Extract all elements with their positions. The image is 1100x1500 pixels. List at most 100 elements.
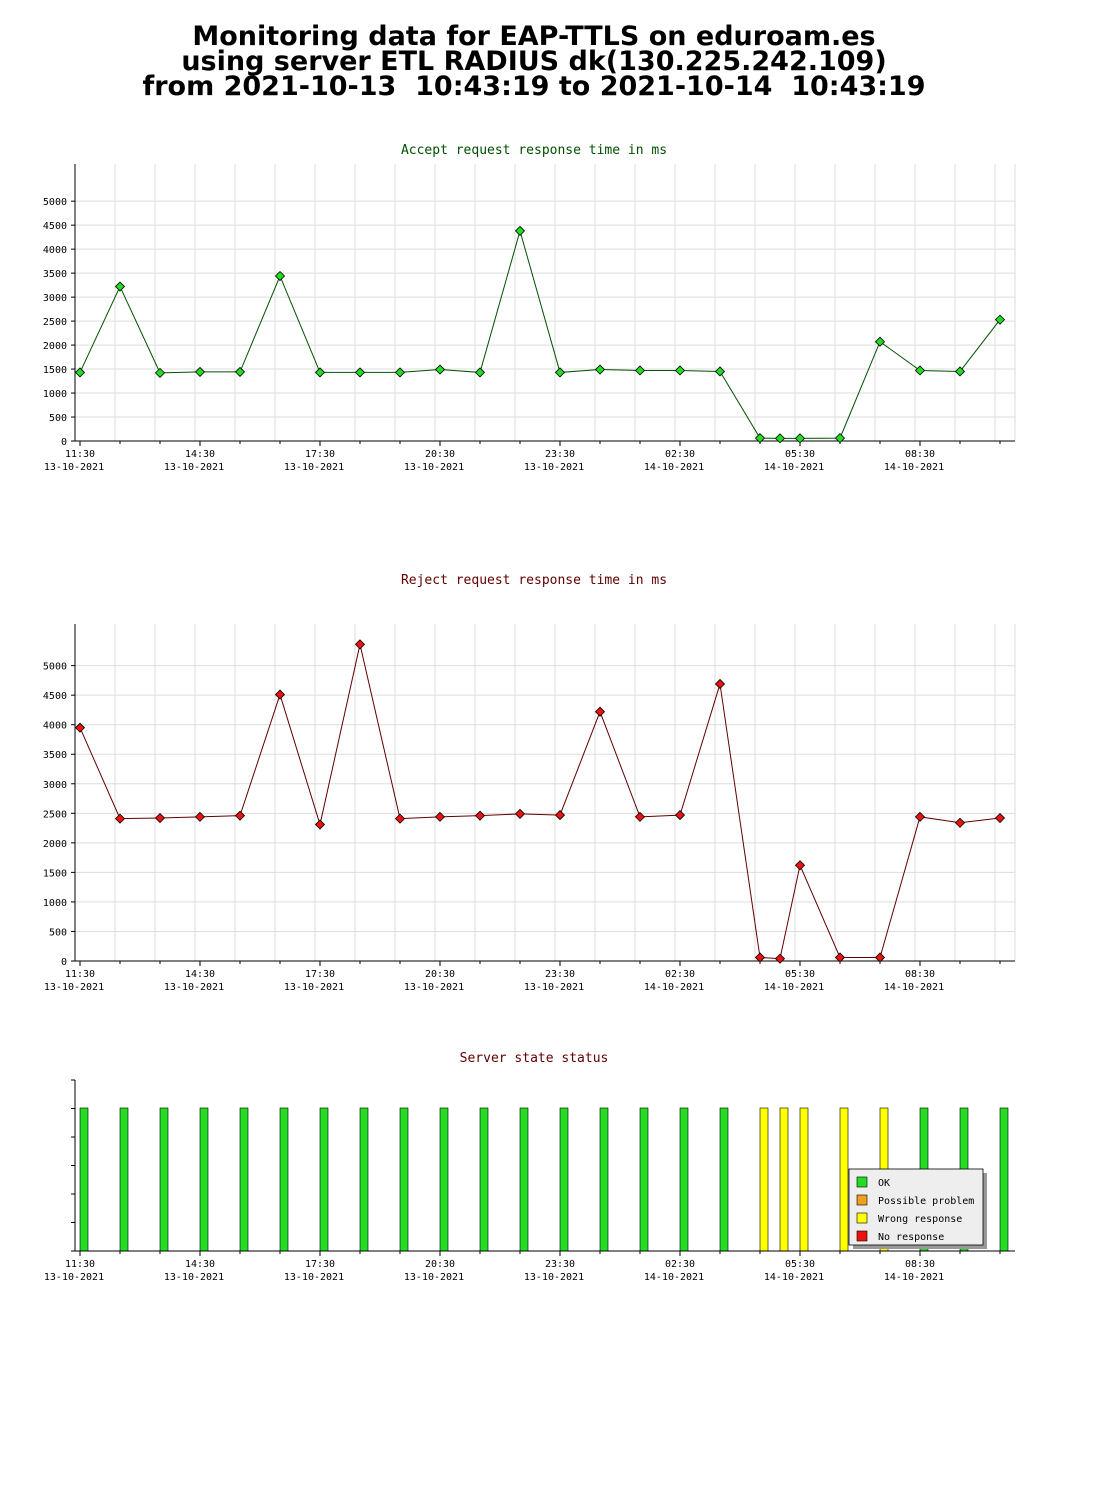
x-tick-date: 13-10-2021 <box>44 1272 104 1283</box>
data-point <box>754 433 766 444</box>
y-tick-label: 0 <box>61 957 67 968</box>
data-point <box>914 811 926 822</box>
status-bar <box>679 1107 689 1252</box>
x-tick-time: 02:30 <box>665 1259 695 1270</box>
title-line-2: using server ETL RADIUS dk(130.225.242.1… <box>181 46 887 77</box>
status-bar <box>779 1107 789 1252</box>
x-tick-date: 13-10-2021 <box>524 1272 584 1283</box>
status-bar <box>319 1107 329 1252</box>
y-tick-label: 4000 <box>43 721 67 732</box>
data-point <box>514 808 526 819</box>
status-bar <box>239 1107 249 1252</box>
y-tick-label: 1500 <box>43 365 67 376</box>
y-tick-label: 500 <box>49 413 67 424</box>
x-tick-date: 13-10-2021 <box>164 1272 224 1283</box>
data-point <box>474 810 486 821</box>
y-tick-label: 3000 <box>43 293 67 304</box>
data-point <box>74 367 86 378</box>
y-tick-label: 5000 <box>43 662 67 673</box>
x-tick-date: 13-10-2021 <box>524 982 584 993</box>
legend-label: Wrong response <box>878 1214 962 1225</box>
data-point <box>794 433 806 444</box>
x-tick-date: 14-10-2021 <box>884 462 944 473</box>
data-point <box>554 810 566 821</box>
status-bar <box>399 1107 409 1252</box>
data-point <box>554 367 566 378</box>
data-point <box>154 812 166 824</box>
status-bar <box>639 1107 649 1252</box>
x-tick-time: 11:30 <box>65 449 95 460</box>
data-point <box>714 678 726 690</box>
y-tick-label: 2500 <box>43 809 67 820</box>
data-point <box>774 433 786 444</box>
data-point <box>394 367 406 378</box>
data-point <box>914 365 926 376</box>
x-tick-date: 13-10-2021 <box>284 1272 344 1283</box>
x-tick-date: 13-10-2021 <box>524 462 584 473</box>
x-tick-date: 14-10-2021 <box>644 982 704 993</box>
page-title: Monitoring data for EAP-TTLS on eduroam.… <box>0 23 1068 102</box>
legend-label: No response <box>878 1232 944 1243</box>
status-bar <box>599 1107 609 1252</box>
y-tick-label: 5000 <box>43 197 67 208</box>
y-tick-label: 4000 <box>43 245 67 256</box>
legend <box>848 1168 984 1246</box>
x-tick-date: 13-10-2021 <box>404 462 464 473</box>
legend-swatch <box>856 1176 868 1188</box>
data-point <box>274 270 286 282</box>
data-point <box>594 364 606 375</box>
data-point <box>994 812 1006 824</box>
x-tick-time: 23:30 <box>545 449 575 460</box>
status-bar <box>479 1107 489 1252</box>
x-tick-date: 13-10-2021 <box>404 1272 464 1283</box>
data-point <box>234 366 246 377</box>
status-bar <box>279 1107 289 1252</box>
x-tick-time: 02:30 <box>665 969 695 980</box>
status-bar <box>839 1107 849 1252</box>
data-point <box>114 281 126 292</box>
data-point <box>714 366 726 377</box>
x-tick-time: 14:30 <box>185 449 215 460</box>
x-tick-date: 13-10-2021 <box>404 982 464 993</box>
status-bar <box>439 1107 449 1252</box>
y-tick-label: 500 <box>49 927 67 938</box>
x-tick-date: 13-10-2021 <box>44 462 104 473</box>
x-tick-time: 02:30 <box>665 449 695 460</box>
data-point <box>354 367 366 378</box>
x-tick-time: 05:30 <box>785 969 815 980</box>
data-point <box>394 813 406 824</box>
x-tick-time: 20:30 <box>425 969 455 980</box>
status-bar <box>999 1107 1009 1252</box>
y-tick-label: 3000 <box>43 780 67 791</box>
data-point <box>514 225 526 236</box>
x-tick-time: 14:30 <box>185 1259 215 1270</box>
reject-response-chart: Reject request response time in ms 0 500 1… <box>43 573 1016 993</box>
data-point <box>874 952 886 963</box>
data-point <box>674 365 686 376</box>
data-point <box>754 952 766 963</box>
legend-swatch <box>856 1230 868 1242</box>
data-point <box>354 639 366 650</box>
y-tick-label: 2000 <box>43 839 67 850</box>
x-tick-date: 14-10-2021 <box>764 982 824 993</box>
y-tick-label: 4500 <box>43 221 67 232</box>
x-tick-time: 14:30 <box>185 969 215 980</box>
legend-swatch <box>856 1194 868 1206</box>
y-tick-label: 1500 <box>43 868 67 879</box>
data-point <box>154 367 166 378</box>
x-tick-time: 20:30 <box>425 1259 455 1270</box>
chart-title: Reject request response time in ms <box>401 573 667 588</box>
title-line-3: from 2021-10-13 10:43:19 to 2021-10-14 1… <box>142 71 926 102</box>
x-tick-date: 14-10-2021 <box>644 1272 704 1283</box>
x-tick-time: 08:30 <box>905 969 935 980</box>
data-point <box>954 366 966 377</box>
x-tick-time: 08:30 <box>905 449 935 460</box>
status-bar <box>359 1107 369 1252</box>
x-tick-time: 17:30 <box>305 1259 335 1270</box>
legend-label: Possible problem <box>878 1196 974 1207</box>
data-point <box>954 817 966 828</box>
x-tick-time: 05:30 <box>785 449 815 460</box>
data-point <box>434 364 446 375</box>
y-tick-label: 3500 <box>43 269 67 280</box>
x-tick-date: 13-10-2021 <box>284 462 344 473</box>
